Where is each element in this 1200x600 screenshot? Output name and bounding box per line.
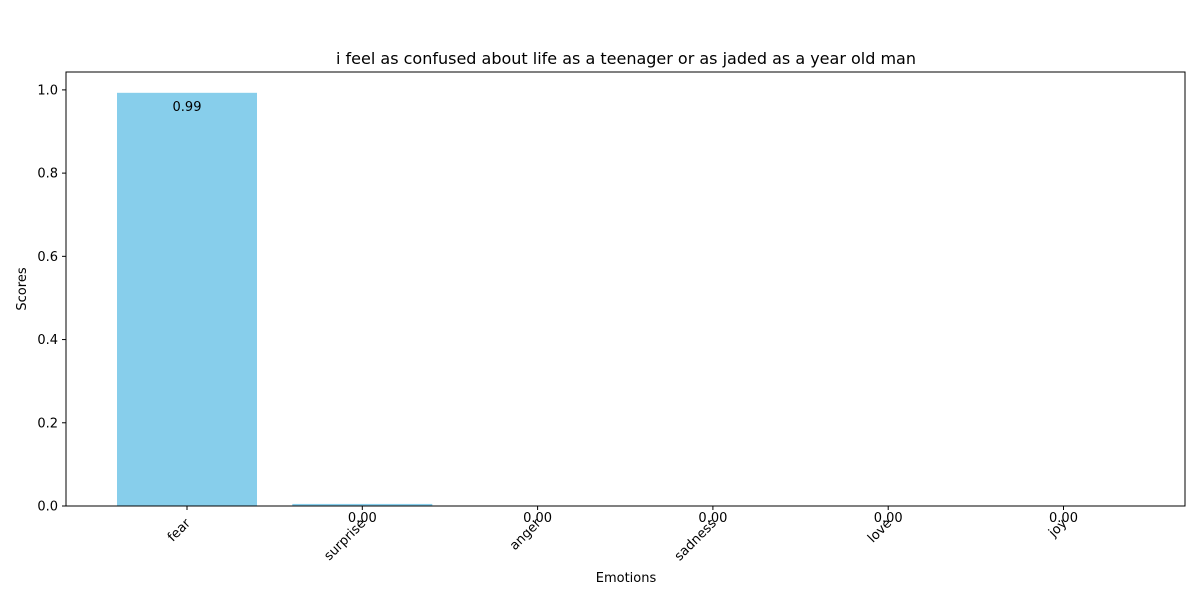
y-tick-label: 0.0: [37, 500, 58, 515]
bar-surprise: [292, 503, 433, 506]
data-label-surprise: 0.00: [348, 511, 377, 526]
chart-title: i feel as confused about life as a teena…: [336, 49, 916, 68]
y-tick-label: 0.8: [37, 167, 58, 182]
bar-fear: [117, 92, 257, 507]
y-tick-label: 0.2: [37, 416, 58, 431]
y-tick-label: 1.0: [37, 83, 58, 98]
x-axis-label: Emotions: [596, 571, 657, 586]
x-tick-label-fear: fear: [165, 516, 194, 545]
data-label-fear: 0.99: [173, 100, 202, 115]
plot-area: [117, 92, 1134, 507]
data-label-love: 0.00: [874, 511, 903, 526]
data-label-joy: 0.00: [1049, 511, 1078, 526]
axes-frame: [65, 71, 1186, 507]
data-label-sadness: 0.00: [698, 511, 727, 526]
data-label-anger: 0.00: [523, 511, 552, 526]
y-tick-label: 0.4: [37, 333, 58, 348]
y-tick-label: 0.6: [37, 250, 58, 265]
y-axis-label: Scores: [15, 267, 30, 310]
